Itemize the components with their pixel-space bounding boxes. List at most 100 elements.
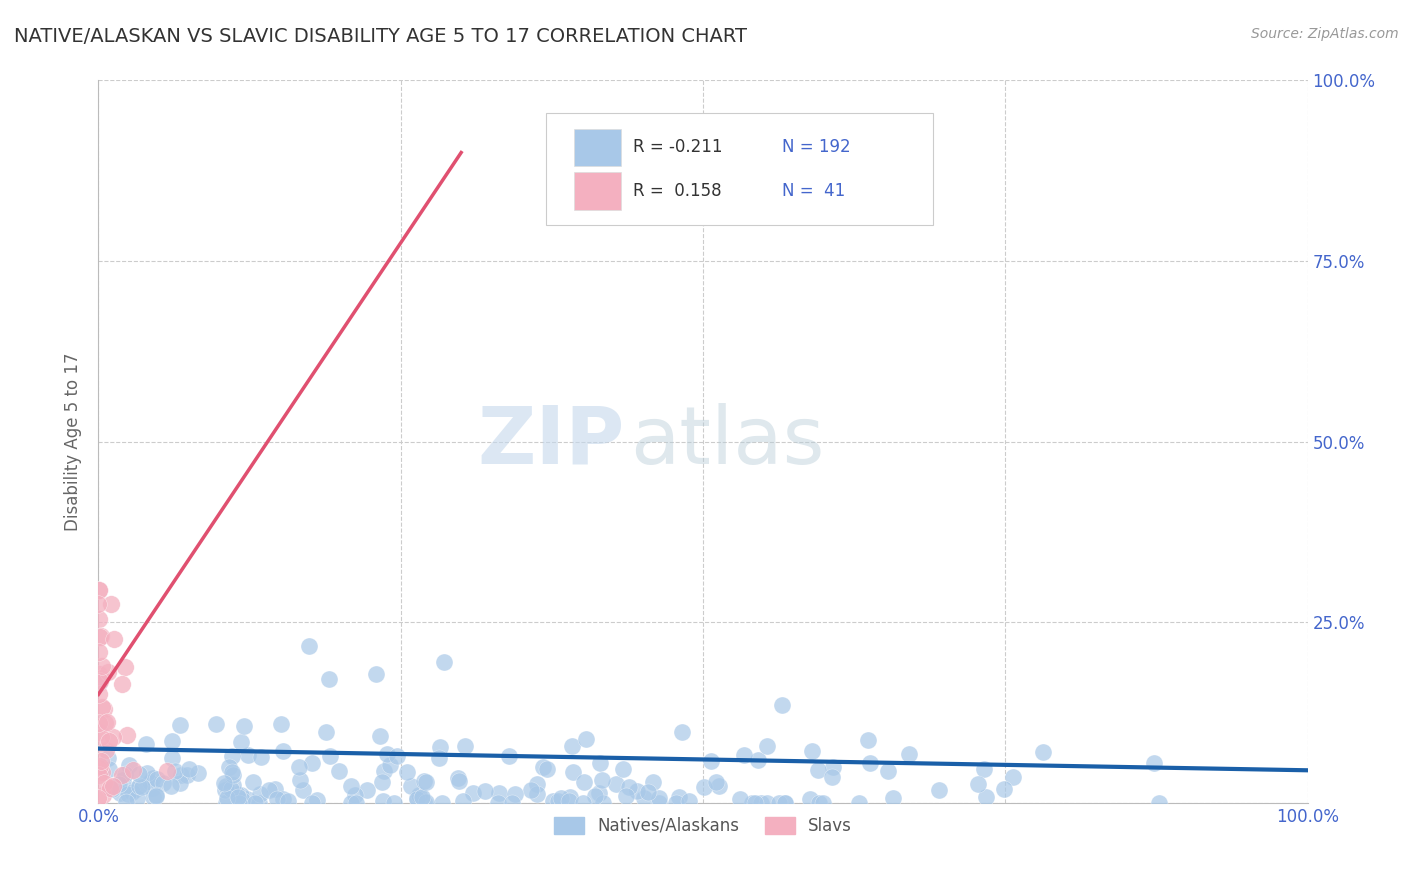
Point (242, 775, 264, 789)
Text: R =  0.158: R = 0.158 (633, 182, 721, 200)
Point (114, 795, 136, 809)
Point (592, 796, 614, 810)
Point (90, 730, 112, 744)
Point (614, 789, 637, 803)
Point (110, 786, 132, 800)
Point (101, 781, 124, 796)
Point (380, 757, 402, 772)
Point (215, 796, 238, 810)
Point (993, 782, 1015, 797)
Point (375, 747, 398, 761)
Point (288, 773, 311, 788)
Point (264, 782, 287, 797)
Point (97, 762, 120, 776)
Point (859, 756, 882, 770)
Text: Source: ZipAtlas.com: Source: ZipAtlas.com (1251, 27, 1399, 41)
Point (747, 753, 769, 767)
Point (87, 645, 110, 659)
Point (328, 764, 350, 779)
Point (678, 794, 700, 808)
Text: ZIP: ZIP (477, 402, 624, 481)
Point (427, 750, 450, 764)
Point (100, 597, 122, 611)
Point (87, 725, 110, 739)
Point (97, 751, 120, 765)
Point (1001, 770, 1024, 784)
Point (415, 775, 437, 789)
Point (87, 768, 110, 782)
Point (820, 770, 842, 784)
Point (205, 717, 228, 731)
Point (433, 655, 456, 669)
Point (152, 776, 174, 790)
Point (87, 761, 110, 775)
Point (301, 756, 323, 770)
Point (128, 779, 150, 793)
Point (617, 780, 640, 794)
Point (91, 788, 114, 802)
Point (668, 789, 690, 804)
Text: R = -0.211: R = -0.211 (633, 138, 723, 156)
Point (647, 791, 669, 805)
Point (665, 796, 688, 810)
Point (231, 793, 253, 807)
Point (232, 719, 254, 733)
Point (231, 735, 253, 749)
Point (749, 796, 772, 810)
Point (238, 747, 260, 762)
Point (526, 787, 548, 801)
Point (89, 688, 111, 702)
Point (401, 779, 423, 793)
Point (87, 676, 110, 690)
Point (90, 671, 112, 685)
Point (474, 784, 496, 798)
Point (91, 658, 114, 673)
Text: N =  41: N = 41 (782, 182, 845, 200)
Point (243, 796, 266, 810)
Point (111, 768, 134, 782)
Point (156, 764, 179, 778)
Point (807, 763, 830, 777)
Point (373, 764, 395, 779)
Point (536, 762, 558, 776)
Point (406, 791, 429, 805)
Point (974, 790, 997, 805)
Point (856, 733, 879, 747)
Point (531, 760, 554, 774)
FancyBboxPatch shape (546, 112, 932, 225)
Point (343, 788, 366, 802)
Point (821, 760, 844, 774)
Point (612, 763, 634, 777)
Point (755, 739, 778, 753)
Point (215, 779, 238, 793)
Point (169, 717, 191, 731)
Point (145, 772, 167, 786)
Point (526, 777, 548, 791)
Point (405, 791, 427, 805)
Point (221, 782, 243, 797)
Point (142, 771, 165, 785)
Point (733, 748, 755, 763)
Point (560, 790, 582, 805)
FancyBboxPatch shape (574, 172, 621, 210)
Point (117, 788, 139, 802)
Point (96, 715, 118, 730)
Point (344, 796, 367, 810)
Point (298, 640, 321, 654)
Point (808, 796, 831, 810)
Point (288, 759, 311, 773)
Point (112, 772, 135, 787)
Point (454, 739, 477, 753)
Point (966, 777, 988, 791)
Legend: Natives/Alaskans, Slavs: Natives/Alaskans, Slavs (547, 810, 859, 841)
Point (561, 739, 583, 753)
Point (643, 774, 665, 789)
Point (87, 582, 110, 597)
Point (162, 734, 184, 748)
Point (541, 794, 564, 808)
Point (249, 787, 271, 801)
Point (218, 759, 240, 773)
Point (169, 775, 191, 789)
Point (221, 748, 243, 763)
Point (128, 767, 150, 781)
